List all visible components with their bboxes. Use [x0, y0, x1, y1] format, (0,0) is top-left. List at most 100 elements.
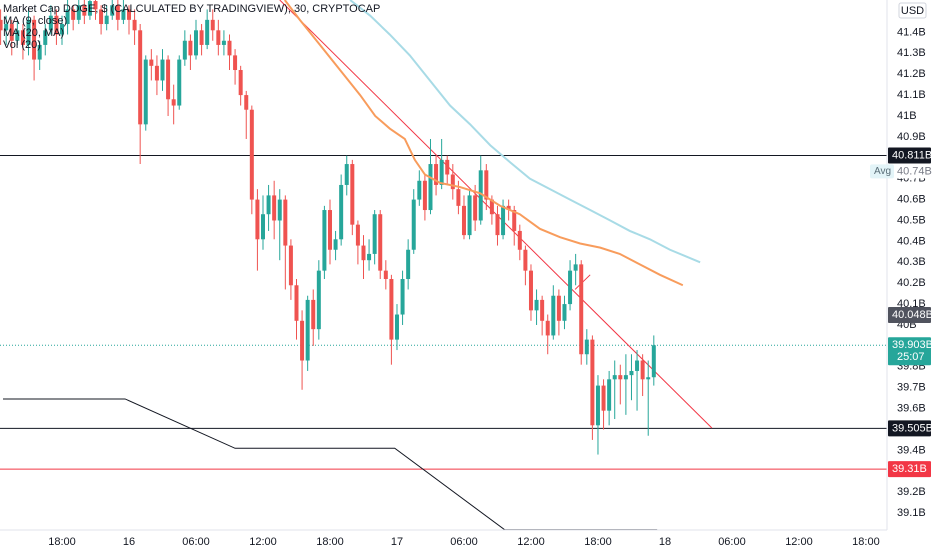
candle-body	[551, 295, 556, 336]
y-tick-label: 39.1B	[897, 507, 926, 519]
candle-body	[316, 270, 321, 330]
x-tick-label: 18:00	[48, 536, 76, 548]
y-tick-label: 39.2B	[897, 486, 926, 498]
avg-label: Avg	[874, 166, 891, 177]
moving-average-line	[283, 0, 684, 287]
candle-body	[456, 189, 461, 206]
countdown: 25:07	[897, 351, 925, 363]
candle-body	[244, 95, 249, 110]
y-tick-label: 39.7B	[897, 382, 926, 394]
y-tick-label: 41.2B	[897, 68, 926, 80]
candle-body	[238, 70, 243, 96]
candle-body	[422, 180, 427, 211]
candle-body	[305, 299, 310, 361]
avg-tag	[870, 164, 894, 179]
candle-body	[528, 270, 533, 311]
candle-body	[327, 210, 332, 250]
price-level-tag	[888, 337, 931, 366]
candle-body	[311, 299, 316, 330]
price-level-tag	[888, 147, 931, 164]
candle-body	[601, 385, 606, 411]
candle-body	[233, 55, 238, 71]
candle-body	[216, 30, 221, 45]
price-level-tag	[888, 306, 931, 323]
currency-box[interactable]	[898, 2, 927, 19]
candle-body	[221, 40, 226, 45]
x-tick-label: 06:00	[450, 536, 478, 548]
candle-body	[127, 9, 132, 20]
candle-body	[199, 30, 204, 45]
candle-body	[54, 15, 59, 35]
candle-body	[20, 30, 25, 45]
candle-body	[506, 205, 511, 211]
candle-body	[37, 44, 42, 60]
candle-body	[138, 30, 143, 125]
candle-body	[15, 30, 20, 41]
candle-body	[607, 379, 612, 411]
candle-body	[512, 210, 517, 231]
y-tick-label: 39.4B	[897, 444, 926, 456]
price-level-label: 40.048B	[892, 309, 932, 321]
y-tick-label: 41.1B	[897, 89, 926, 101]
candle-body	[367, 253, 372, 261]
candle-body	[322, 210, 327, 271]
candle-body	[260, 214, 265, 240]
x-tick-label: 18	[659, 536, 671, 548]
x-tick-label: 18:00	[852, 536, 880, 548]
y-tick-label: 40.5B	[897, 214, 926, 226]
candle-body	[473, 195, 478, 221]
y-tick-label: 40.4B	[897, 235, 926, 247]
candle-body	[467, 195, 472, 236]
avg-value: 40.74B	[897, 165, 932, 177]
candle-body	[640, 360, 645, 380]
candle-body	[350, 164, 355, 225]
candle-body	[177, 59, 182, 106]
candle-body	[623, 375, 628, 380]
x-tick-label: 18:00	[316, 536, 344, 548]
candle-body	[434, 164, 439, 185]
currency[interactable]: USD	[901, 5, 924, 17]
price-level-label: 39.505B	[892, 422, 932, 434]
candle-body	[0, 19, 3, 31]
candle-body	[143, 59, 148, 125]
candle-body	[4, 24, 9, 31]
candle-body	[110, 5, 115, 16]
overlay: Market Cap DOGE, $ (CALCULATED BY TRADIN…	[3, 2, 932, 478]
x-tick-label: 17	[391, 536, 403, 548]
price-level-tag	[888, 461, 931, 478]
candle-body	[478, 170, 483, 221]
candle-body	[344, 164, 349, 185]
candle-body	[43, 30, 48, 45]
y-tick-label: 41.4B	[897, 26, 926, 38]
candle-body	[584, 339, 589, 355]
candle-body	[394, 314, 399, 340]
y-tick-label: 40.3B	[897, 256, 926, 268]
candle-body	[182, 40, 187, 60]
candle-body	[300, 320, 305, 361]
candle-body	[411, 199, 416, 250]
chart-title: Market Cap DOGE, $ (CALCULATED BY TRADIN…	[3, 3, 380, 15]
candle-body	[545, 320, 550, 336]
candle-body	[439, 159, 444, 185]
candle-body	[288, 245, 293, 286]
candle-body	[417, 180, 422, 200]
candle-body	[618, 375, 623, 380]
candle-body	[255, 199, 260, 240]
plot-area	[0, 0, 887, 530]
candle-body	[266, 195, 271, 215]
candle-body	[484, 170, 489, 200]
candle-body	[333, 239, 338, 250]
y-tick-label: 40.6B	[897, 193, 926, 205]
legend-entry: MA (9, close)	[3, 15, 67, 27]
candle-body	[166, 59, 171, 100]
candle-body	[495, 214, 500, 236]
legend-entry: MA (20, MA)	[3, 27, 64, 39]
candle-body	[428, 164, 433, 211]
candle-body	[461, 205, 466, 236]
candle-body	[450, 174, 455, 190]
price-level-label: 40.811B	[892, 149, 932, 161]
candle-body	[579, 264, 584, 355]
candle-body	[154, 65, 159, 81]
